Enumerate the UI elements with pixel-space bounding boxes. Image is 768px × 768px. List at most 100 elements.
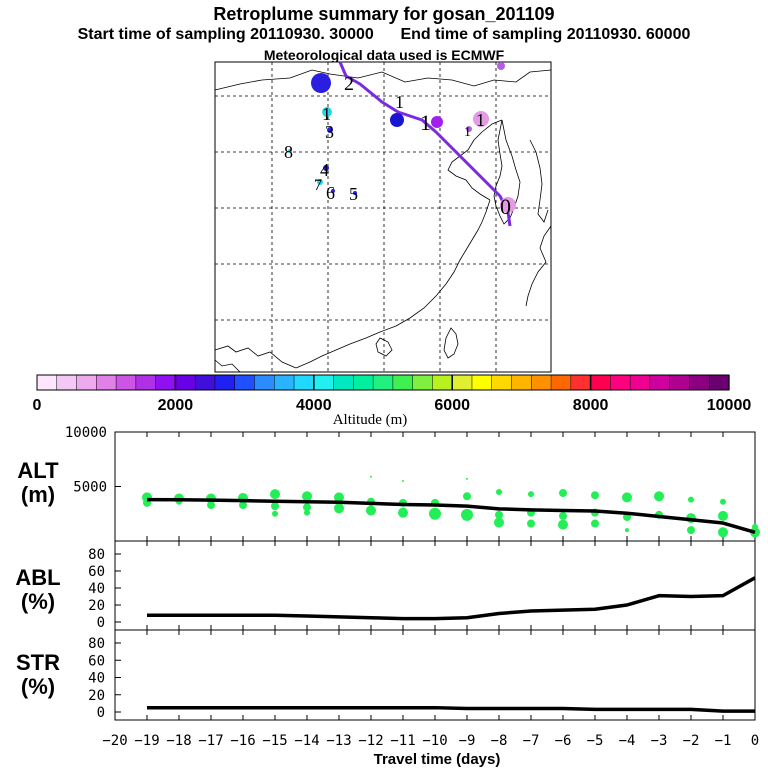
colorbar-cells — [36, 374, 730, 391]
alt-particle-point — [366, 505, 376, 516]
cluster-markers: 2 1 3 4 5 6 7 8 1 1 1 1 0 — [284, 62, 516, 219]
alt-particle-point — [494, 517, 504, 528]
x-tick-label: −18 — [166, 733, 191, 749]
x-tick-label: −6 — [555, 733, 572, 749]
x-tick-label: −15 — [262, 733, 287, 749]
cluster-5-label: 5 — [349, 184, 358, 204]
colorbar-cell — [471, 374, 493, 391]
abl-y-tick-label: 20 — [88, 598, 105, 614]
colorbar-cell — [372, 374, 394, 391]
x-tick-label: −14 — [294, 733, 319, 749]
alt-particle-point — [591, 519, 599, 528]
x-tick-label: −16 — [230, 733, 255, 749]
colorbar-cell — [175, 374, 196, 391]
alt-particle-point — [718, 527, 728, 538]
cluster-0-dot — [500, 197, 516, 213]
colorbar-cell — [432, 374, 453, 391]
alt-particle-point — [334, 503, 344, 514]
abl-y-tick-label: 40 — [88, 581, 105, 597]
cluster-7-dot — [317, 179, 323, 185]
colorbar-cell — [115, 374, 137, 391]
colorbar-label: Altitude (m) — [333, 412, 408, 428]
trajectory-line — [338, 61, 512, 227]
colorbar-cell — [708, 374, 730, 391]
cluster-6-dot — [331, 189, 335, 193]
colorbar-cell — [76, 374, 97, 391]
colorbar-cell — [56, 374, 78, 391]
x-tick-label: −1 — [715, 733, 732, 749]
x-tick-label: −3 — [651, 733, 668, 749]
x-tick-label: −17 — [198, 733, 223, 749]
cluster-4-label: 4 — [320, 160, 329, 180]
panel-ticks: −20 −19 −18 −17 −16 −15 −14 −13 −12 −11 −10 −9 −8 −7−… — [65, 425, 759, 749]
x-tick-label: −20 — [102, 733, 127, 749]
colorbar-frame — [36, 374, 730, 391]
colorbar-cell — [590, 374, 612, 391]
map-panel: 2 1 3 4 5 6 7 8 1 1 1 1 0 — [214, 61, 552, 373]
alt-particle-point — [718, 510, 728, 521]
colorbar-tick-label: 8000 — [573, 397, 609, 414]
colorbar-cell — [550, 374, 572, 391]
alt-particle-point — [370, 475, 372, 478]
alt-particle-point — [559, 489, 567, 498]
alt-particle-point — [625, 528, 629, 533]
colorbar-cell — [451, 374, 473, 391]
str-line — [147, 705, 755, 713]
alt-particle-point — [303, 503, 311, 512]
colorbar-cell — [610, 374, 631, 391]
cluster-1-label-a: 1 — [322, 104, 331, 124]
colorbar-cell — [36, 374, 58, 391]
cluster-1-dot-e — [466, 126, 472, 132]
map-grid — [215, 62, 551, 372]
alt-ylabel-unit: (m) — [21, 482, 55, 507]
colorbar-tick-label: 6000 — [434, 397, 470, 414]
cluster-7-label: 7 — [314, 177, 322, 194]
alt-particle-point — [304, 509, 310, 516]
cluster-1-dot-a — [322, 107, 332, 117]
alt-particle-point — [591, 491, 599, 500]
colorbar-cell — [629, 374, 651, 391]
colorbar-cell — [669, 374, 691, 391]
colorbar-cell — [254, 374, 275, 391]
alt-particle-point — [496, 488, 502, 495]
colorbar-cell — [313, 374, 335, 391]
colorbar-cell — [274, 374, 295, 391]
x-axis-label: Travel time (days) — [374, 751, 501, 768]
cluster-3-dot — [327, 127, 333, 133]
colorbar-cell — [392, 374, 414, 391]
alt-particle-point — [528, 491, 534, 498]
cluster-top-dot — [497, 62, 505, 70]
colorbar-cell — [412, 374, 434, 391]
alt-y-tick-label: 10000 — [65, 425, 107, 441]
colorbar-cell — [511, 374, 532, 391]
alt-particle-point — [622, 492, 632, 503]
alt-particle-point — [272, 510, 278, 517]
colorbar-cell — [353, 374, 374, 391]
alt-particle-point — [461, 508, 473, 521]
cluster-1-dot-b — [390, 113, 404, 127]
x-tick-label: −12 — [358, 733, 383, 749]
x-tick-label: −5 — [587, 733, 604, 749]
cluster-5-dot — [353, 191, 357, 195]
str-y-tick-label: 80 — [88, 636, 105, 652]
abl-y-tick-label: 80 — [88, 547, 105, 563]
colorbar-tick-label: 2000 — [158, 397, 194, 414]
alt-particle-point — [398, 507, 408, 518]
abl-line — [147, 576, 756, 621]
abl-y-tick-label: 0 — [97, 615, 105, 631]
altitude-colorbar: 0 2000 4000 6000 8000 10000 Altitude (m) — [33, 374, 751, 428]
alt-particle-point — [402, 480, 404, 483]
colorbar-cell — [570, 374, 592, 391]
cluster-4-dot — [323, 165, 329, 171]
cluster-1-label-b: 1 — [395, 92, 404, 112]
alt-particle-point — [654, 491, 664, 502]
x-tick-label: −2 — [683, 733, 700, 749]
str-ylabel-top: STR — [16, 650, 60, 675]
str-y-tick-label: 20 — [88, 688, 105, 704]
colorbar-tick-label: 0 — [33, 397, 42, 414]
alt-particle-point — [720, 498, 726, 505]
chart-subtitle: Start time of sampling 20110930. 30000 E… — [77, 26, 691, 43]
time-series-panels: −20 −19 −18 −17 −16 −15 −14 −13 −12 −11 −10 −9 −8 −7−… — [15, 425, 760, 768]
colorbar-cell — [491, 374, 513, 391]
